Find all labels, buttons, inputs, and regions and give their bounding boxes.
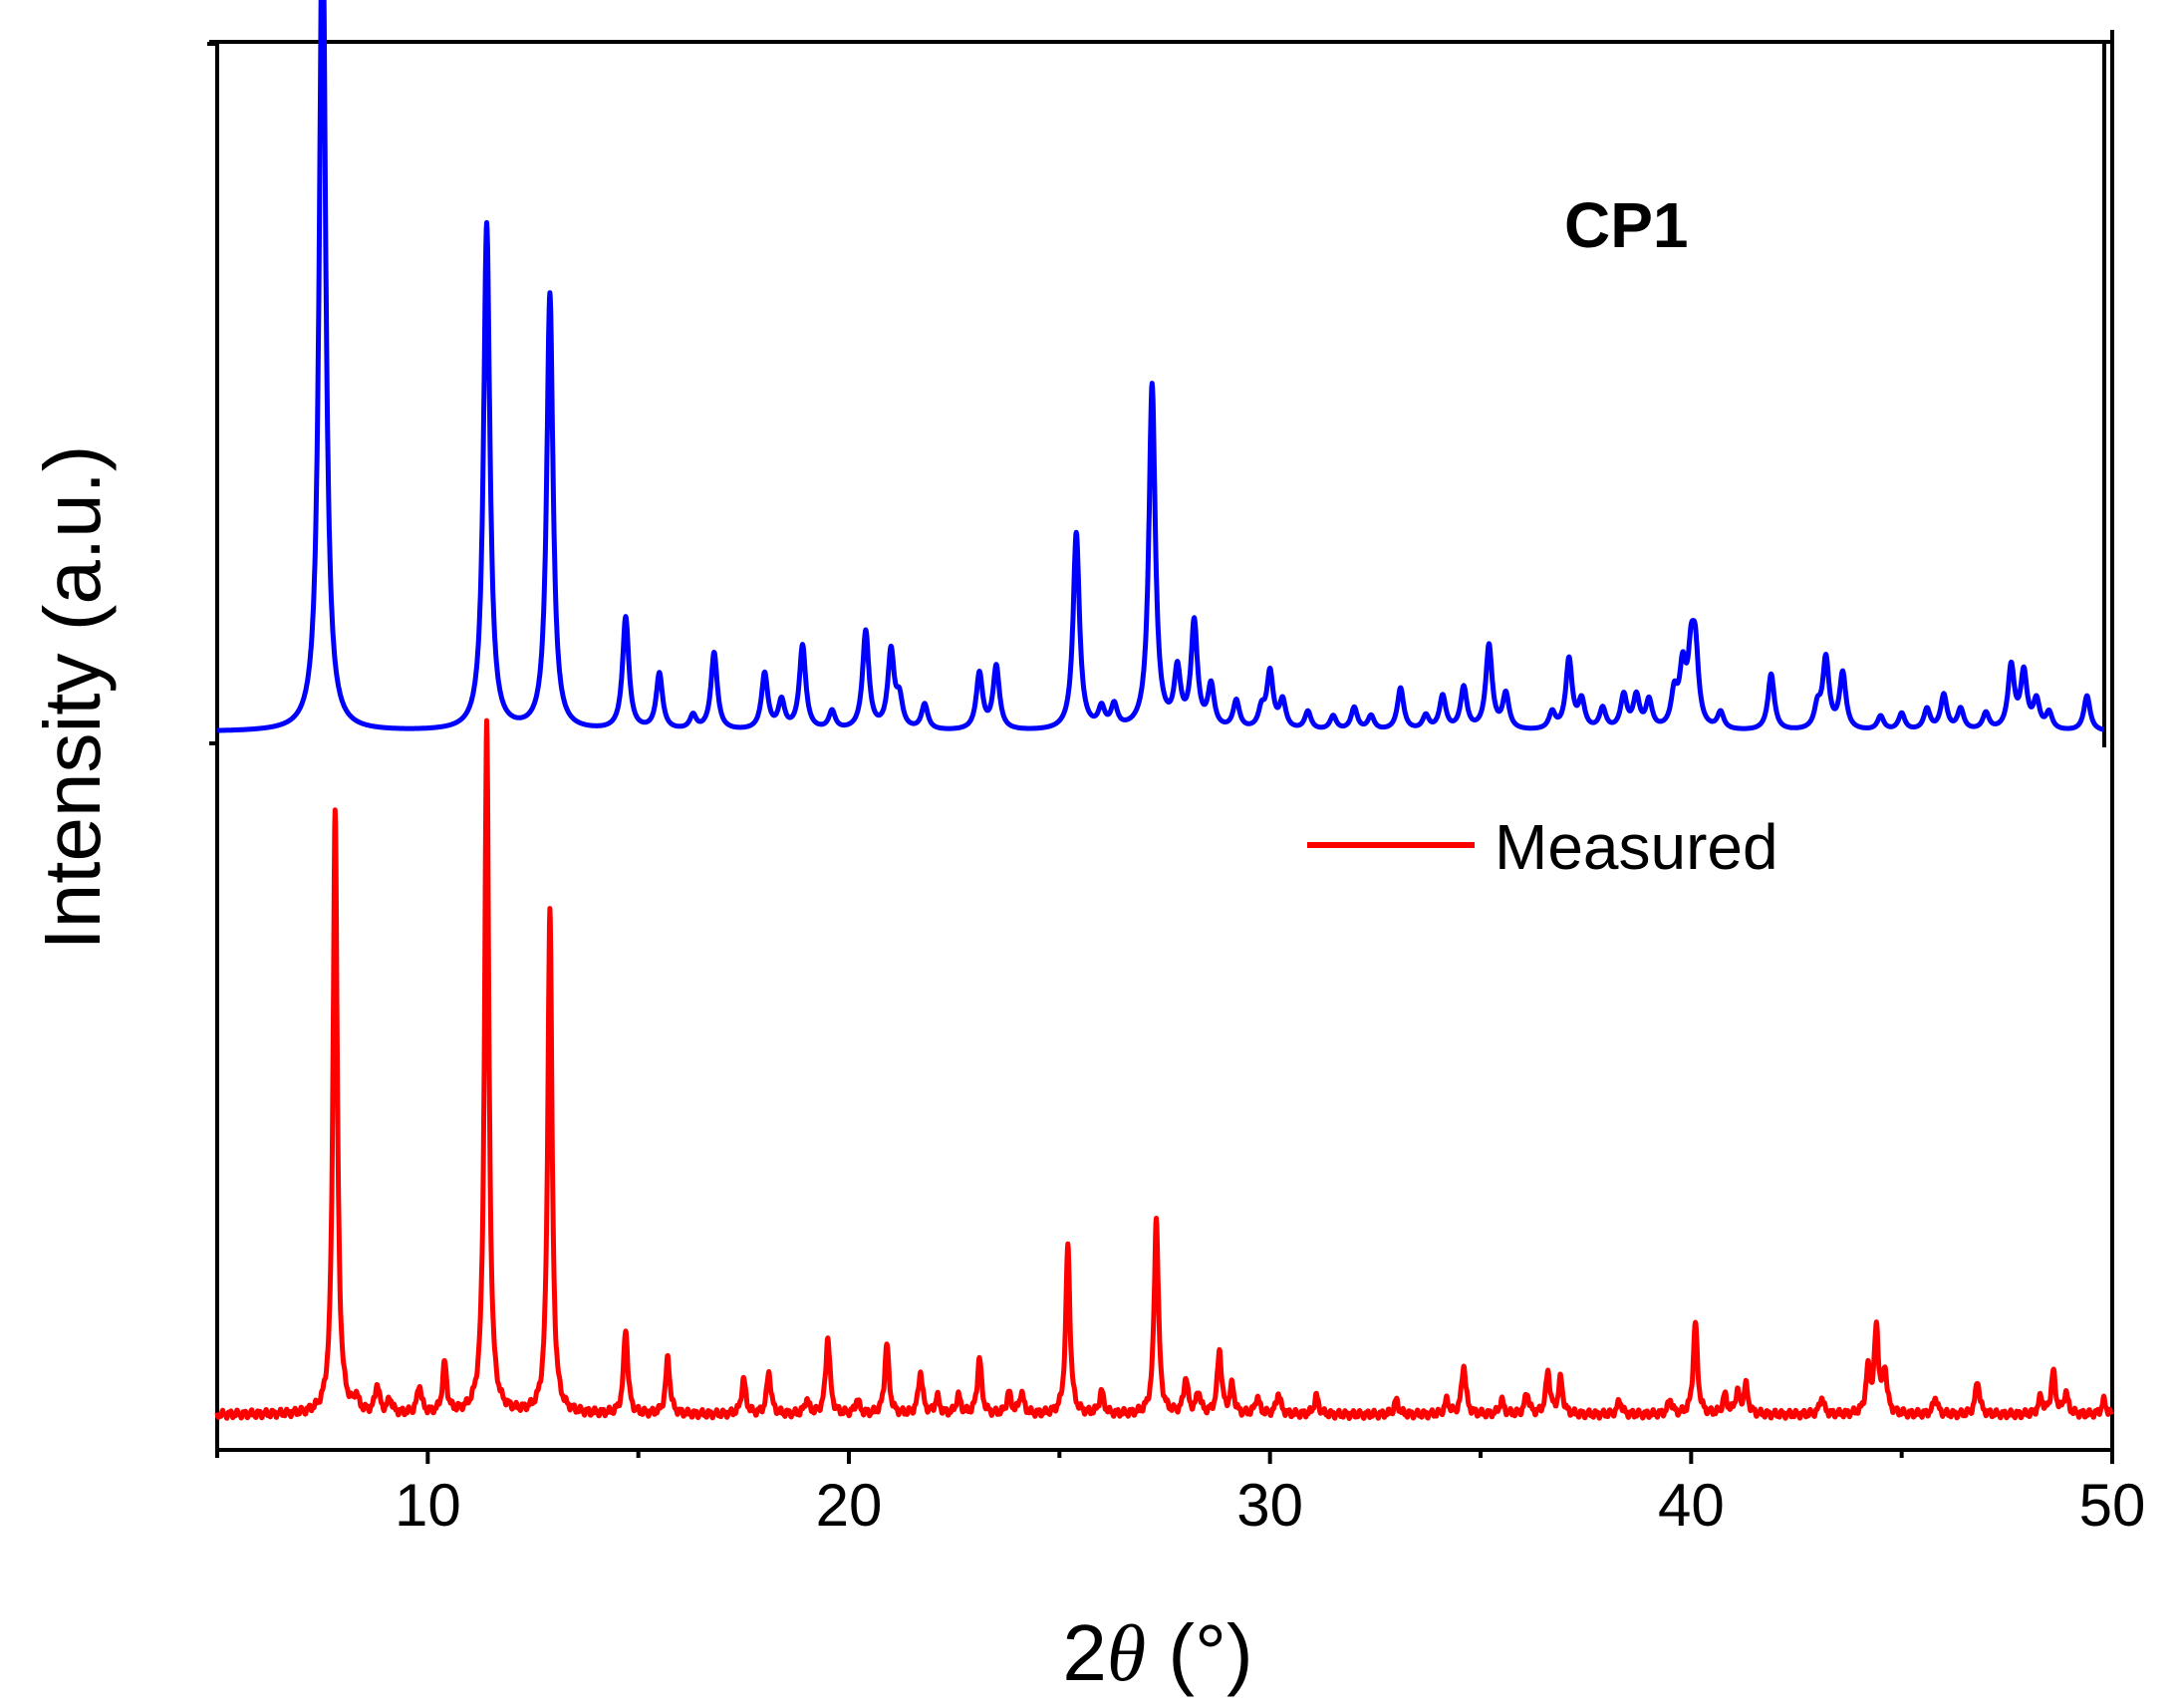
x-tick-label-40: 40 [1658,1472,1725,1539]
x-tick-label-20: 20 [816,1472,883,1539]
legend: Measured [1307,811,1778,883]
legend-label-measured: Measured [1495,811,1778,883]
y-axis-label: Intensity (a.u.) [28,445,117,951]
series-layer [214,0,2115,1421]
x-axis-label: 2θ (°) [1062,1608,1252,1698]
annotation-cp1: CP1 [1564,189,1689,261]
x-tick-label-30: 30 [1236,1472,1303,1539]
x-axis-label-unit: (°) [1146,1608,1253,1697]
x-tick-label-50: 50 [2079,1472,2146,1539]
series-line-simulated [214,0,2106,733]
x-axis-label-theta: θ [1107,1610,1146,1698]
x-axis-label-num: 2 [1062,1608,1107,1697]
axes-layer [207,30,2114,1452]
ticks-layer: 10 20 30 40 50 [215,1450,2146,1539]
x-tick-label-10: 10 [395,1472,461,1539]
series-line-measured [214,717,2115,1421]
